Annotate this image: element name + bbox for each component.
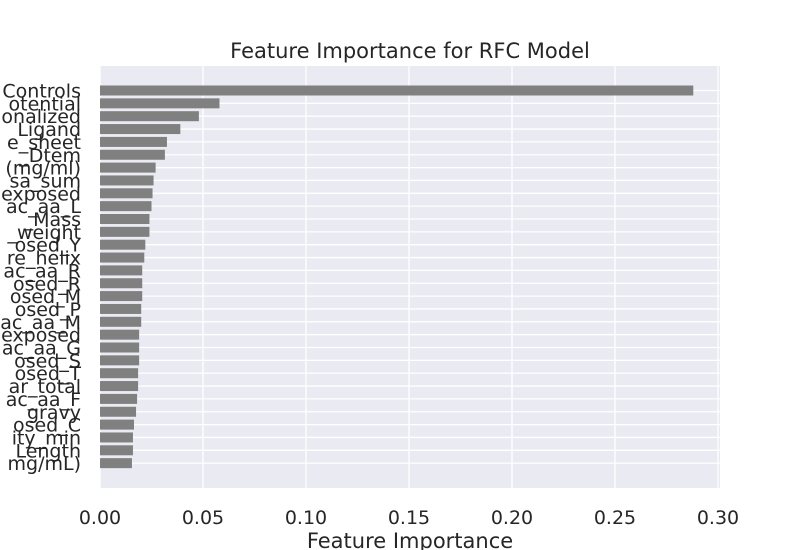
category-label: Ligand: [17, 119, 81, 141]
bar: [100, 342, 140, 353]
bars: [100, 85, 694, 469]
bar: [100, 214, 150, 224]
chart-title: Feature Importance for RFC Model: [230, 39, 590, 63]
category-label: gravy: [27, 402, 81, 424]
bar: [100, 188, 153, 199]
category-label: _weight: [6, 222, 81, 244]
bar: [100, 124, 181, 135]
x-tick-label: 0.15: [388, 507, 430, 529]
bar: [100, 355, 140, 366]
category-labels: ControlsotentialonalizedLigande_sheet_Dt…: [0, 81, 81, 476]
category-label: otential: [9, 93, 81, 115]
x-tick-label: 0.30: [697, 507, 739, 529]
category-label: exposed: [1, 183, 81, 205]
category-label: osed_R: [13, 273, 81, 295]
bar: [100, 111, 199, 122]
x-tick-labels: 0.00 0.05 0.10 0.15 0.20 0.25 0.30: [79, 507, 739, 529]
category-label: sa_sum: [10, 170, 82, 192]
bar: [100, 265, 143, 276]
category-label: ac_aa_M: [0, 312, 81, 334]
bar: [100, 98, 220, 109]
bar: [100, 393, 138, 404]
category-label: re_helix: [7, 248, 81, 270]
bar: [100, 329, 140, 340]
category-label: _Dtem: [18, 145, 81, 167]
category-label: mg/mL): [8, 453, 81, 475]
category-label: osed_P: [15, 299, 81, 321]
bar: [100, 201, 152, 212]
bar: [100, 419, 134, 430]
bar: [100, 226, 150, 237]
bar: [100, 175, 154, 186]
category-label: osed_M: [10, 286, 81, 308]
bar: [100, 432, 133, 443]
bar: [100, 278, 143, 289]
category-label: ac_aa_G: [2, 338, 81, 360]
x-tick-label: 0.25: [594, 507, 636, 529]
category-label: osed_S: [14, 350, 81, 372]
category-label: onalized: [1, 106, 81, 128]
bar: [100, 303, 142, 314]
category-label: osed_T: [15, 363, 82, 385]
bar: [100, 136, 167, 147]
bar: [100, 368, 139, 379]
category-label: ar_total: [9, 376, 81, 398]
category-label: e_sheet: [7, 132, 81, 154]
category-label: ity_min: [12, 427, 81, 449]
category-label: osed_Y: [15, 235, 82, 257]
bar: [100, 406, 137, 417]
bar: [100, 239, 146, 250]
category-label: osed_C: [13, 415, 81, 437]
bar: [100, 291, 143, 302]
category-label: Controls: [2, 81, 81, 103]
x-tick-label: 0.20: [491, 507, 533, 529]
bar: [100, 458, 132, 469]
category-label: exposed: [1, 325, 81, 347]
bar: [100, 85, 694, 96]
bar: [100, 445, 133, 456]
x-tick-label: 0.05: [182, 507, 224, 529]
x-tick-label: 0.10: [285, 507, 327, 529]
bar: [100, 149, 165, 160]
category-label: Length: [15, 440, 81, 462]
category-label: ac_aa_F: [6, 389, 81, 411]
bar: [100, 316, 142, 327]
category-label: (mg/ml): [5, 158, 81, 180]
category-label: ac_aa_R: [3, 260, 81, 282]
bar: [100, 252, 145, 263]
category-label: ac_aa_L: [6, 196, 81, 218]
category-label: _Mass: [23, 209, 81, 231]
x-tick-label: 0.00: [79, 507, 121, 529]
bar: [100, 162, 156, 173]
bar: [100, 381, 139, 392]
x-axis-label: Feature Importance: [307, 529, 513, 550]
